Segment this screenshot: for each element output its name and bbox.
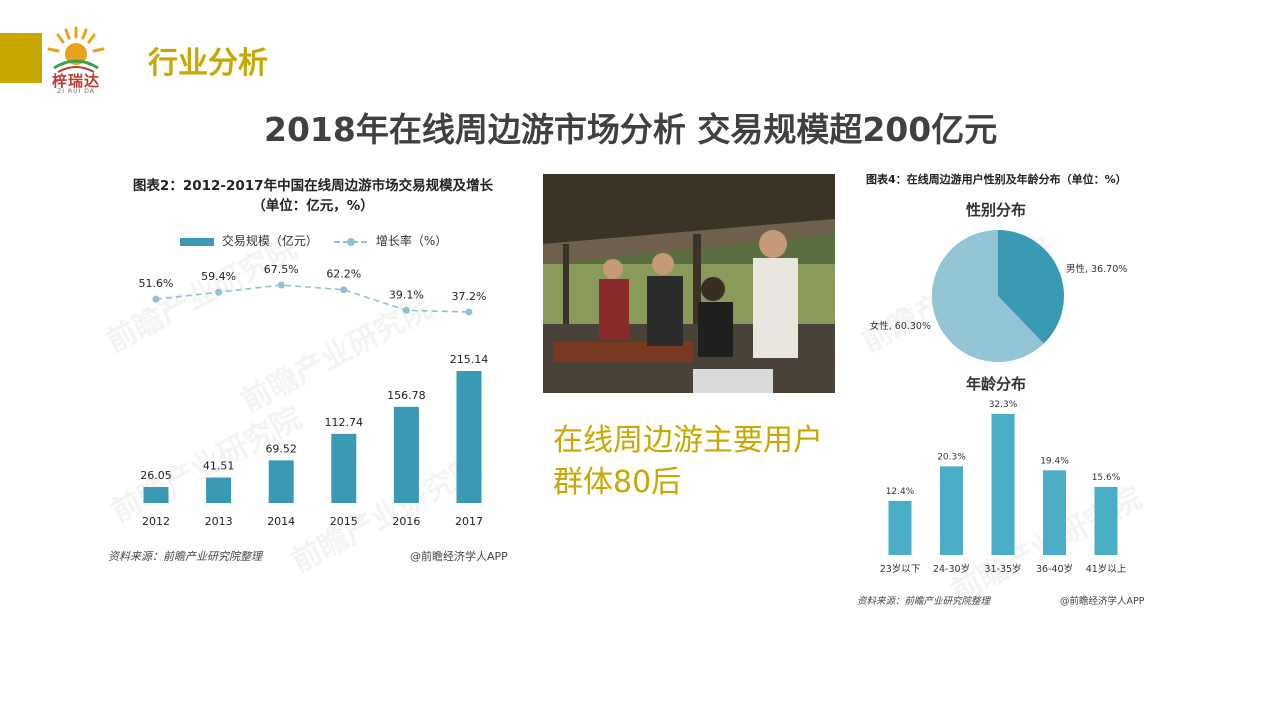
growth-point — [402, 306, 410, 314]
legend-line-swatch — [334, 237, 368, 246]
bar — [268, 460, 294, 503]
growth-line — [155, 284, 470, 313]
age-value-label: 32.3% — [989, 400, 1018, 410]
bar — [143, 487, 169, 503]
tourists-photo — [543, 174, 835, 393]
growth-point — [465, 308, 473, 316]
x-tick-label: 2016 — [392, 515, 420, 528]
pie-slice-label: 男性, 36.70% — [1066, 263, 1127, 275]
right-chart-title: 图表4：在线周边游用户性别及年龄分布（单位：%） — [866, 173, 1127, 186]
chart-subtitle: （单位：亿元，%） — [252, 198, 374, 214]
accent-bar — [0, 33, 42, 83]
age-tick-label: 23岁以下 — [880, 563, 921, 575]
pie-slice-label: 女性, 60.30% — [870, 320, 931, 332]
bar-value-label: 41.51 — [203, 460, 235, 473]
age-bar — [888, 500, 912, 555]
age-bar — [940, 466, 963, 555]
pie-slice — [998, 230, 1064, 344]
age-tick-label: 36-40岁 — [1036, 563, 1073, 575]
chart-title-line: 图表2：2012-2017年中国在线周边游市场交易规模及增长 — [132, 178, 494, 194]
x-tick-label: 2012 — [142, 515, 170, 528]
growth-label: 39.1% — [389, 288, 424, 301]
age-value-label: 12.4% — [886, 487, 915, 497]
pie-slice — [931, 230, 1044, 362]
growth-point — [277, 281, 285, 289]
section-title: 行业分析 — [148, 46, 268, 81]
age-tick-label: 24-30岁 — [933, 563, 970, 575]
photo-caption: 在线周边游主要用户群体80后 — [553, 423, 823, 500]
bar — [393, 406, 419, 503]
gender-chart-title: 性别分布 — [966, 201, 1027, 219]
growth-label: 51.6% — [139, 277, 174, 290]
logo-text: 梓瑞达 — [51, 72, 100, 90]
bar-value-label: 26.05 — [140, 469, 172, 482]
age-value-label: 20.3% — [937, 452, 966, 462]
bar — [456, 371, 482, 503]
chart-title: 图表2：2012-2017年中国在线周边游市场交易规模及增长 （单位：亿元，%） — [108, 176, 518, 216]
bar-value-label: 215.14 — [450, 353, 489, 366]
age-bar — [1043, 470, 1066, 555]
growth-label: 67.5% — [264, 263, 299, 276]
chart1-source: 资料来源：前瞻产业研究院整理 — [108, 550, 262, 563]
age-tick-label: 41岁以上 — [1086, 563, 1127, 575]
sun-logo-icon — [47, 26, 105, 73]
growth-point — [340, 286, 348, 294]
chart4-source: 资料来源：前瞻产业研究院整理 — [857, 596, 991, 607]
bar-value-label: 112.74 — [325, 416, 364, 429]
growth-label: 37.2% — [452, 290, 487, 303]
age-chart-title: 年龄分布 — [966, 375, 1027, 393]
age-bar — [991, 414, 1015, 555]
growth-point — [215, 288, 223, 296]
bar — [206, 477, 232, 503]
x-tick-label: 2015 — [330, 515, 358, 528]
x-tick-label: 2017 — [455, 515, 483, 528]
bar — [331, 433, 357, 503]
age-bar — [1094, 486, 1118, 555]
page-title: 2018年在线周边游市场分析 交易规模超200亿元 — [264, 110, 998, 149]
age-value-label: 19.4% — [1040, 456, 1069, 466]
legend-bar-label: 交易规模（亿元） — [221, 234, 318, 248]
bar-value-label: 69.52 — [265, 442, 297, 455]
legend-line-label: 增长率（%） — [375, 234, 448, 248]
growth-point — [152, 295, 160, 303]
chart1-credit: @前瞻经济学人APP — [410, 550, 508, 563]
age-tick-label: 31-35岁 — [984, 563, 1021, 575]
logo-subtext: ZI RUI DA — [57, 88, 95, 95]
x-tick-label: 2013 — [205, 515, 233, 528]
chart4-credit: @前瞻经济学人APP — [1060, 596, 1145, 607]
growth-label: 59.4% — [201, 270, 236, 283]
legend-bar: 交易规模（亿元） — [180, 232, 318, 249]
legend-bar-swatch — [180, 237, 214, 246]
growth-label: 62.2% — [326, 268, 361, 281]
x-tick-label: 2014 — [267, 515, 295, 528]
legend-line: 增长率（%） — [334, 232, 447, 249]
age-value-label: 15.6% — [1092, 473, 1121, 483]
bar-value-label: 156.78 — [387, 389, 426, 402]
